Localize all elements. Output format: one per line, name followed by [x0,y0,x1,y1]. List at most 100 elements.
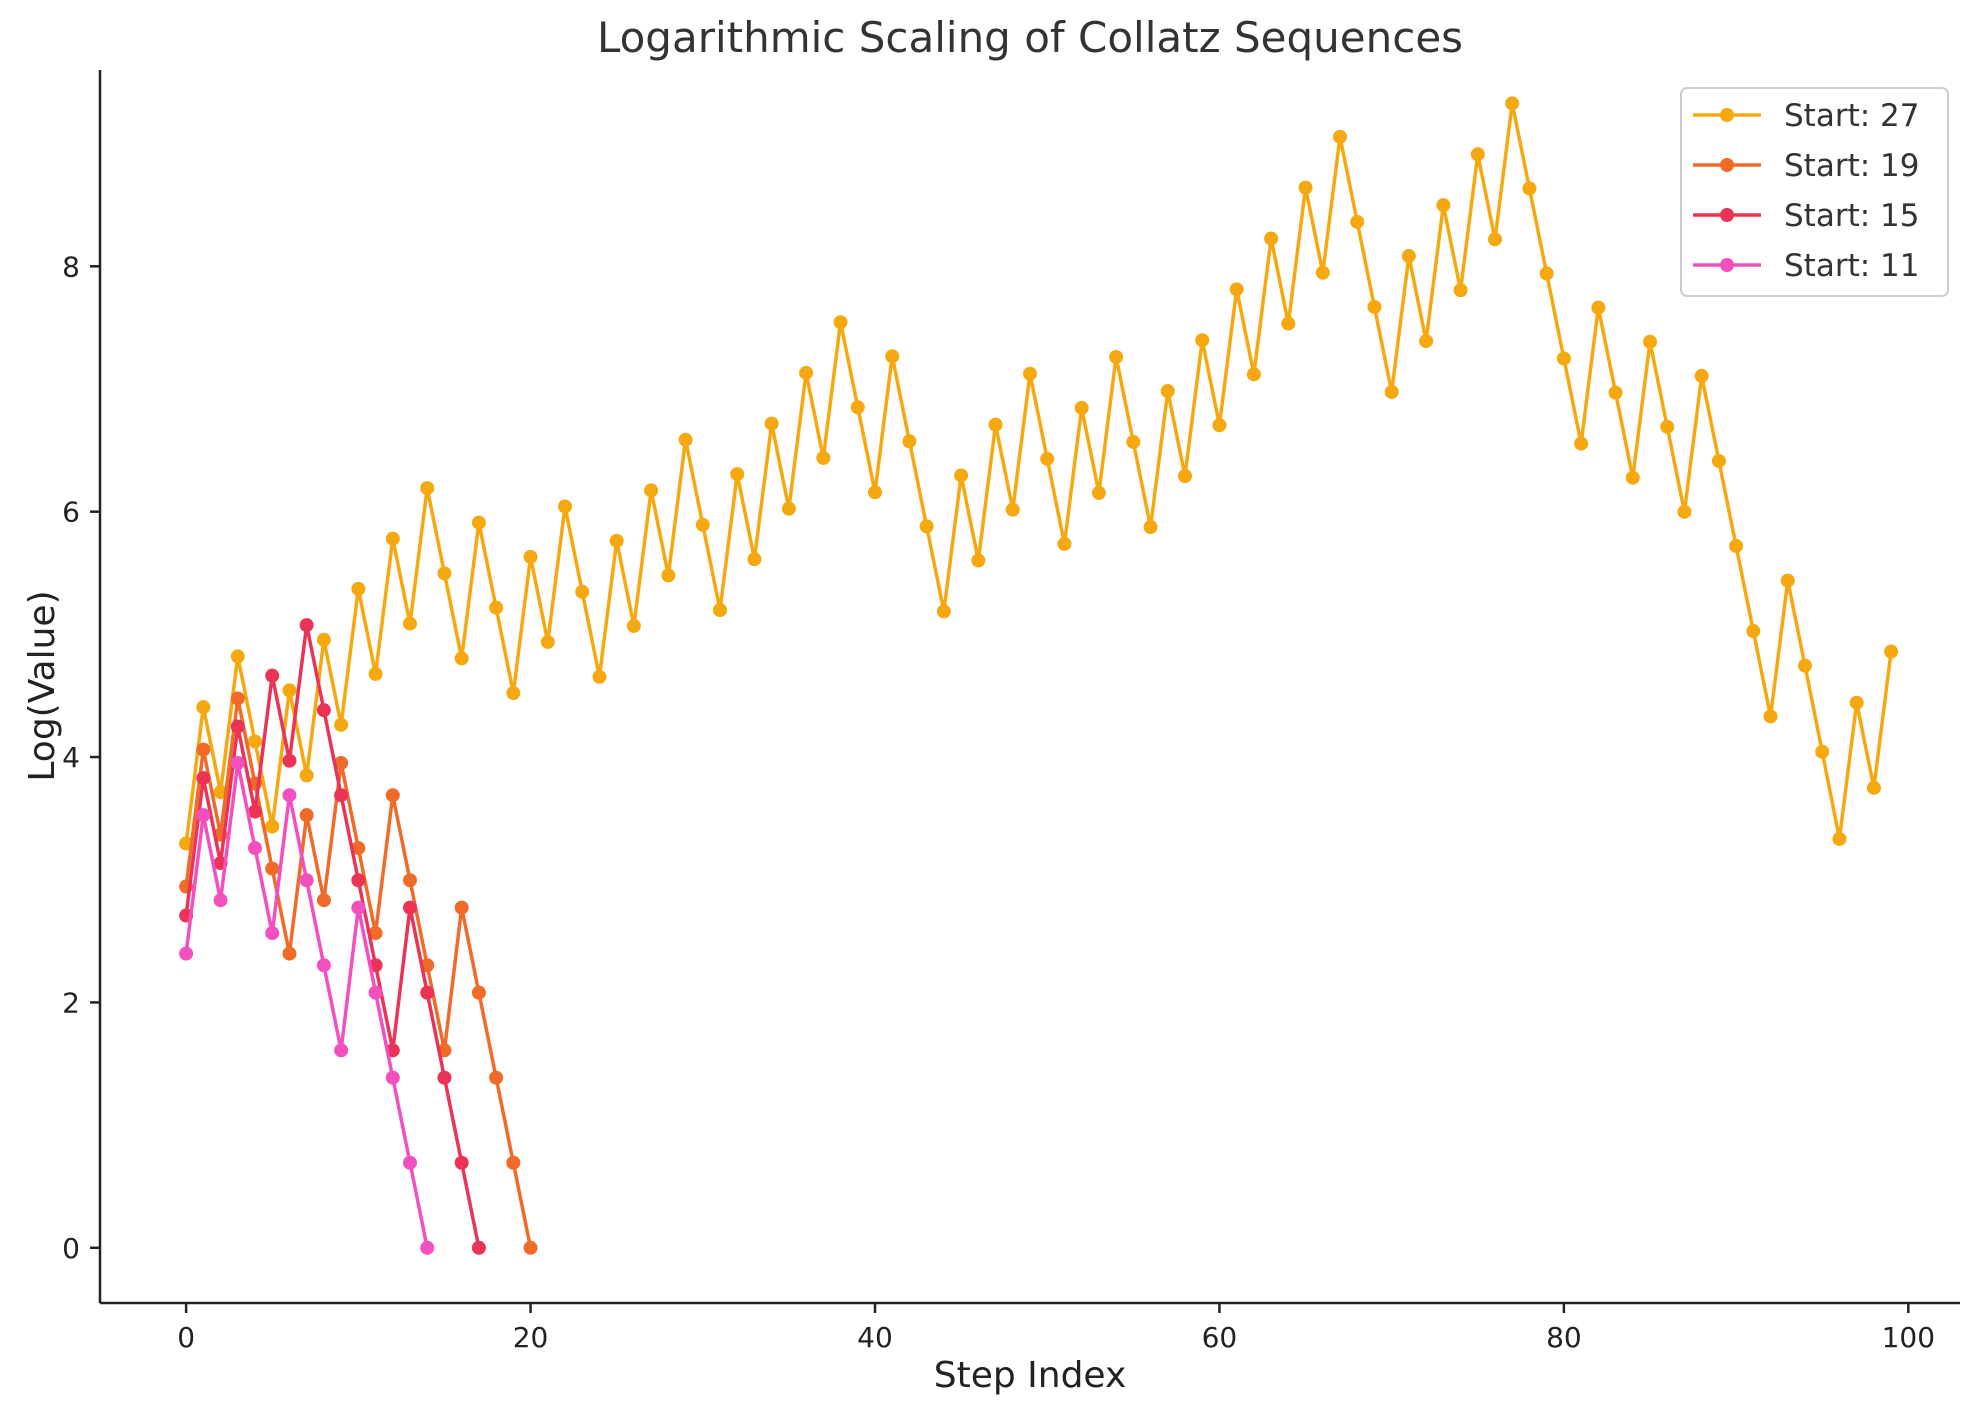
y-axis-title: Log(Value) [22,590,63,781]
data-point [420,481,435,496]
data-point [1367,299,1382,314]
data-point [1195,333,1210,348]
data-point [299,808,314,823]
data-point [1711,453,1726,468]
data-point [316,632,331,647]
legend-entry: Start: 11 [1693,248,1919,284]
data-point [454,900,469,915]
data-point [471,1240,486,1255]
data-point [575,584,590,599]
legend-entry: Start: 15 [1693,198,1919,234]
data-point [351,581,366,596]
data-point [282,788,297,803]
data-point [316,893,331,908]
data-point [644,483,659,498]
data-point [850,400,865,415]
data-point [1660,419,1675,434]
data-point [403,616,417,631]
data-point [1212,418,1227,433]
data-point [403,873,417,888]
x-tick-label: 100 [1882,1321,1935,1354]
data-point [1780,573,1795,588]
y-ticks: 0 2 4 6 8 [62,250,100,1265]
series-line [184,101,1893,844]
x-tick-label: 0 [177,1321,195,1354]
data-point [1143,520,1158,535]
data-point [781,501,796,516]
data-point [1264,231,1279,246]
data-point [1074,400,1089,415]
data-point [1849,695,1864,710]
data-point [695,517,710,532]
x-tick-label: 40 [857,1321,893,1354]
data-point [1470,147,1485,162]
data-point [334,756,349,771]
data-point [1005,502,1020,517]
legend-swatch-marker [1720,258,1734,272]
data-point [1040,451,1055,466]
data-point [1591,300,1606,315]
data-point [420,985,435,1000]
data-point [1436,198,1451,213]
data-point [454,1155,469,1170]
data-point [1109,349,1124,364]
data-point [816,450,831,465]
data-point [1488,232,1502,247]
data-point [713,603,727,618]
data-point [299,768,314,783]
data-point [730,467,745,482]
series-line [184,623,481,1249]
y-tick-label: 0 [62,1232,80,1265]
series-3 [179,756,435,1255]
data-point [1350,214,1365,229]
data-point [248,841,262,856]
data-point [282,753,297,768]
legend-label: Start: 11 [1784,248,1919,284]
legend-entry: Start: 19 [1693,148,1919,184]
legend-swatch-marker [1720,108,1734,122]
data-point [368,666,383,681]
data-point [420,1240,435,1255]
series-layer [179,96,1899,1255]
data-point [454,651,469,666]
data-point [385,788,400,803]
x-axis-title: Step Index [934,1355,1127,1396]
data-point [902,434,917,449]
data-point [471,985,486,1000]
data-point [540,634,555,649]
data-point [1419,334,1434,349]
y-tick-label: 6 [62,496,80,529]
data-point [299,873,314,888]
data-point [661,568,676,583]
legend-label: Start: 15 [1784,198,1919,234]
data-point [437,1070,452,1085]
data-point [1608,385,1623,400]
data-point [1556,351,1571,366]
chart-title: Logarithmic Scaling of Collatz Sequences [597,13,1463,62]
data-point [523,1240,538,1255]
data-point [351,873,366,888]
data-point [1091,485,1106,500]
data-point [1643,334,1657,349]
data-point [1333,129,1347,144]
data-point [489,600,504,615]
data-point [936,604,951,619]
data-point [437,566,452,581]
data-point [265,926,280,941]
data-point [506,686,521,701]
x-ticks: 0 20 40 60 80 100 [177,1303,1935,1354]
data-point [1160,384,1175,399]
data-point [282,683,297,698]
x-tick-label: 80 [1546,1321,1582,1354]
data-point [592,669,607,684]
data-point [1763,709,1778,724]
data-point [368,926,383,941]
data-point [764,416,779,431]
data-point [609,533,624,548]
data-point [334,1043,349,1058]
data-point [196,700,211,715]
data-point [265,819,280,834]
data-point [1315,265,1330,280]
data-point [1798,658,1812,673]
